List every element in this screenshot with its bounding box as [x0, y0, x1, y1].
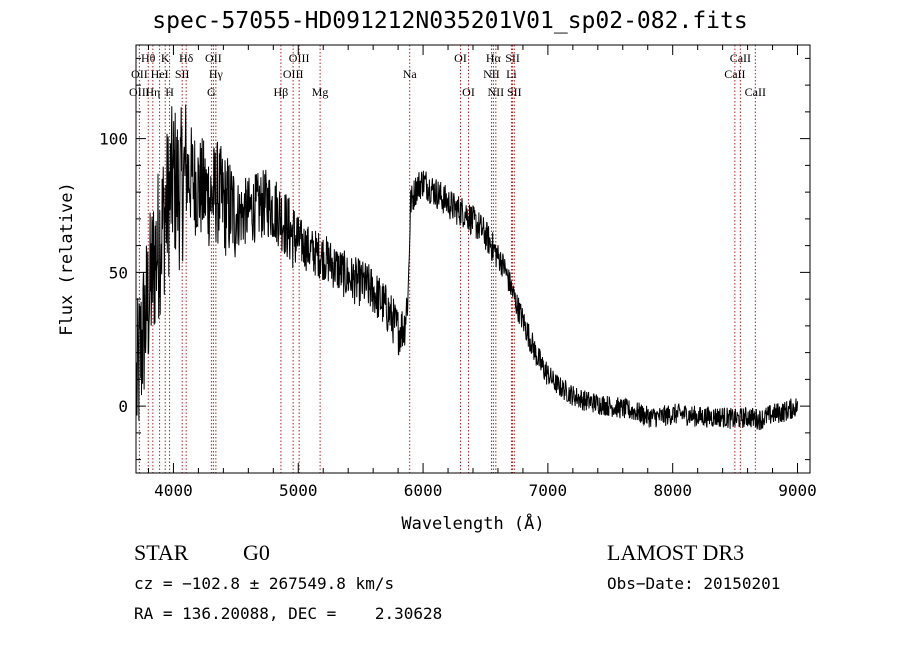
x-axis-label: Wavelength (Å) — [401, 512, 544, 534]
line-label: K — [161, 51, 170, 65]
x-tick-label: 9000 — [778, 481, 817, 500]
line-label: Hθ — [141, 51, 156, 65]
line-label: SII — [507, 85, 522, 99]
y-tick-label: 0 — [118, 397, 128, 416]
line-label: G — [207, 85, 216, 99]
line-label: OIII — [289, 51, 310, 65]
x-tick-label: 7000 — [529, 481, 568, 500]
y-axis-label: Flux (relative) — [57, 182, 77, 336]
line-label: SII — [175, 67, 190, 81]
line-label: OIII — [283, 67, 304, 81]
line-label: CaII — [730, 51, 751, 65]
line-label: Hδ — [179, 51, 194, 65]
radec-readout: RA = 136.20088, DEC = 2.30628 — [134, 604, 443, 623]
y-tick-label: 100 — [99, 130, 128, 149]
y-tick-label: 50 — [109, 263, 128, 282]
line-label: CaII — [745, 85, 766, 99]
x-tick-label: 5000 — [279, 481, 318, 500]
line-label: NII — [488, 85, 505, 99]
chart-title: spec-57055-HD091212N035201V01_sp02-082.f… — [152, 8, 748, 34]
x-tick-label: 4000 — [154, 481, 193, 500]
line-label: OI — [454, 51, 467, 65]
object-class: STAR — [134, 540, 189, 565]
line-label: Li — [506, 67, 517, 81]
line-label: Hγ — [209, 67, 224, 81]
line-label: Na — [403, 67, 418, 81]
line-label: H — [165, 85, 174, 99]
line-label: NII — [483, 67, 500, 81]
line-label: OII — [131, 67, 148, 81]
line-label: Hη — [145, 85, 160, 99]
flux-series-line — [136, 104, 798, 431]
line-label: OII — [205, 51, 222, 65]
obs-date: Obs−Date: 20150201 — [607, 574, 781, 593]
line-label: HeI — [151, 67, 169, 81]
line-label: Hα — [486, 51, 502, 65]
line-label: CaII — [724, 67, 745, 81]
x-tick-label: 6000 — [404, 481, 443, 500]
object-subclass: G0 — [243, 540, 270, 565]
survey-label: LAMOST DR3 — [607, 540, 745, 565]
plot-frame — [135, 44, 811, 474]
line-label: SII — [505, 51, 520, 65]
line-label: Mg — [312, 85, 329, 99]
cz-readout: cz = −102.8 ± 267549.8 km/s — [134, 574, 395, 593]
line-label: OI — [462, 85, 475, 99]
line-label: Hβ — [274, 85, 289, 99]
line-label: OIII — [129, 85, 150, 99]
x-tick-label: 8000 — [653, 481, 692, 500]
